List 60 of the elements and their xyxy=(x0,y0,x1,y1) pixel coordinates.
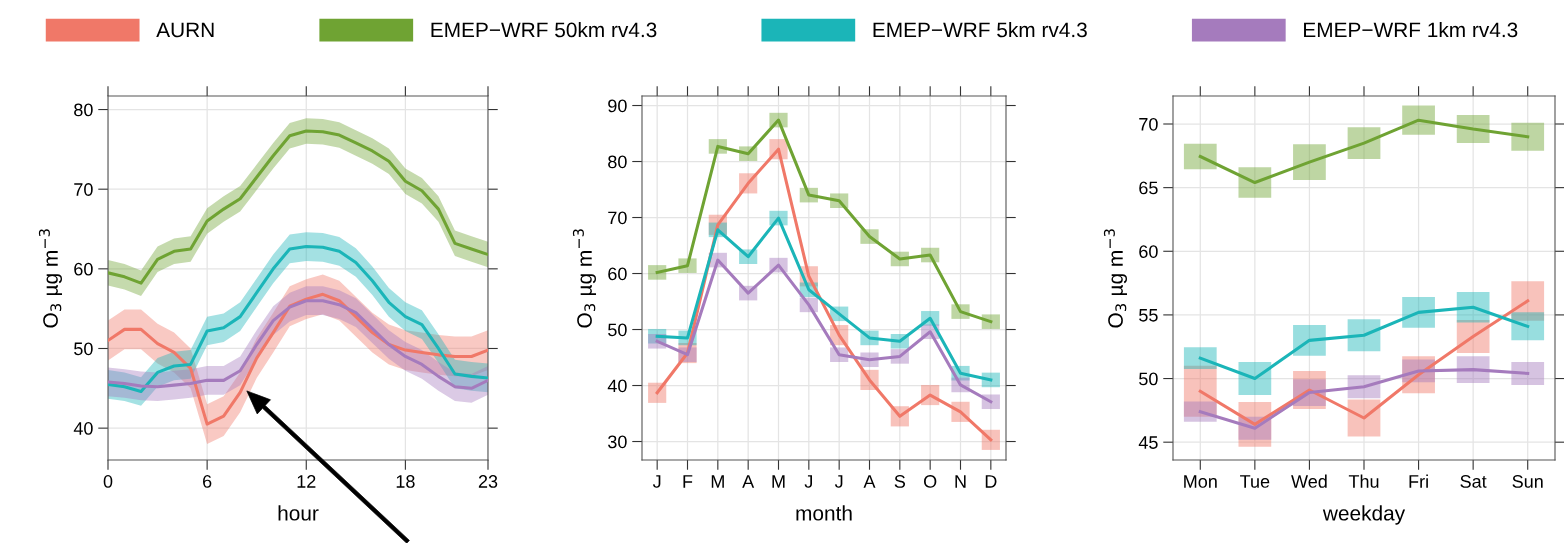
y-tick-label: 50 xyxy=(608,323,627,337)
x-tick-label: Sat xyxy=(1460,475,1487,488)
x-tick-label: Sun xyxy=(1512,475,1543,488)
x-tick-label: Thu xyxy=(1348,474,1379,488)
y-tick-label: 80 xyxy=(608,155,627,169)
x-tick-label: A xyxy=(863,475,876,488)
y-tick-label: 40 xyxy=(73,422,93,435)
x-tick-label: S xyxy=(894,475,906,488)
x-tick-label: 23 xyxy=(478,475,498,488)
line-series xyxy=(1198,368,1530,430)
legend-label: EMEP−WRF 50km rv4.3 xyxy=(431,21,657,38)
x-tick-label: N xyxy=(955,475,966,488)
y-tick-label: 90 xyxy=(608,99,627,113)
y-tick-label: 50 xyxy=(74,342,93,356)
y-axis-title: O$_{3}$ µg m$^{−3}$ xyxy=(572,229,597,328)
y-tick-label: 40 xyxy=(607,379,627,393)
x-tick-label: 0 xyxy=(103,475,113,488)
legend-label: AURN xyxy=(156,22,214,38)
x-axis-title: month xyxy=(796,505,852,521)
legend-label: EMEP−WRF 5km rv4.3 xyxy=(873,21,1087,38)
y-tick-label: 80 xyxy=(74,103,93,117)
x-tick-label: O xyxy=(924,475,937,488)
line-series xyxy=(655,258,993,404)
y-tick-label: 60 xyxy=(608,267,627,281)
y-axis-title: O$_{3}$ µg m$^{−3}$ xyxy=(38,229,63,328)
line-series xyxy=(108,299,488,390)
y-tick-label: 60 xyxy=(1139,245,1158,258)
y-axis-title: O$_{3}$ µg m$^{−3}$ xyxy=(1103,229,1128,328)
x-axis-title: hour xyxy=(278,505,319,521)
x-tick-label: D xyxy=(985,475,997,488)
x-axis-title: weekday xyxy=(1322,505,1406,525)
legend-label: EMEP−WRF 1km rv4.3 xyxy=(1304,21,1518,38)
y-tick-label: 60 xyxy=(74,262,93,276)
line-series xyxy=(1198,299,1530,426)
x-tick-label: M xyxy=(711,475,724,488)
y-tick-label: 30 xyxy=(608,435,627,449)
x-tick-label: J xyxy=(652,475,661,488)
x-tick-label: J xyxy=(834,475,843,488)
x-tick-label: M xyxy=(772,475,785,488)
y-tick-label: 50 xyxy=(1139,372,1158,386)
x-tick-label: A xyxy=(742,475,755,488)
y-tick-label: 70 xyxy=(608,211,627,225)
y-tick-label: 70 xyxy=(74,183,93,196)
x-tick-label: Tue xyxy=(1240,475,1270,488)
x-tick-label: Wed xyxy=(1291,474,1327,488)
y-tick-label: 45 xyxy=(1138,436,1158,449)
x-tick-label: 12 xyxy=(297,475,316,488)
line-series xyxy=(655,216,993,382)
y-tick-label: 65 xyxy=(1139,181,1158,195)
line-series xyxy=(655,118,993,324)
line-series xyxy=(1198,305,1530,381)
x-tick-label: 18 xyxy=(396,475,415,488)
x-tick-label: F xyxy=(683,475,693,488)
y-tick-label: 55 xyxy=(1139,309,1158,322)
x-tick-label: Mon xyxy=(1184,475,1217,488)
x-tick-label: Fri xyxy=(1409,474,1428,488)
line-series xyxy=(1198,118,1530,185)
x-tick-label: 6 xyxy=(203,475,212,488)
x-tick-label: J xyxy=(804,475,813,488)
y-tick-label: 70 xyxy=(1139,117,1158,131)
